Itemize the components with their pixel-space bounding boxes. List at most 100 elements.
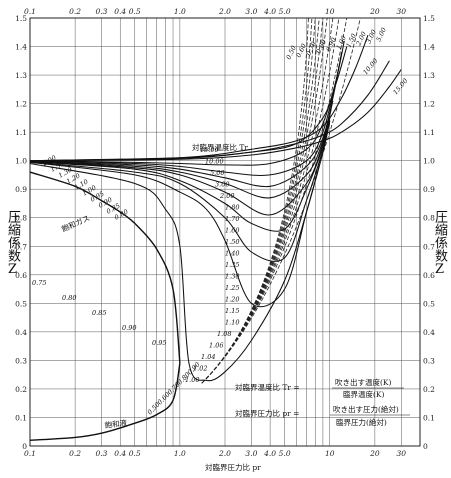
- curve-label-middle: 1.35: [225, 261, 239, 269]
- x-tick-label-top: 0.5: [129, 7, 141, 16]
- x-tick-label-bottom: 0.1: [24, 449, 36, 458]
- y-tick-label-left: 0.2: [15, 385, 27, 394]
- x-tick-label-bottom: 10: [325, 449, 335, 458]
- tr-definition-denominator: 臨界温度(K): [343, 389, 385, 399]
- tr-label: 対臨界温度比 Tr: [192, 142, 248, 152]
- y-tick-label-right: 0.2: [423, 385, 435, 394]
- x-tick-label-top: 4.0: [263, 7, 276, 16]
- x-tick-label-bottom: 3.0: [245, 449, 257, 458]
- x-tick-label-bottom: 20: [369, 449, 380, 458]
- y-tick-label-left: 0.6: [15, 271, 27, 280]
- x-tick-label-bottom: 30: [397, 449, 407, 458]
- x-tick-label-bottom: 0.2: [69, 449, 81, 458]
- y-tick-label-left: 1.2: [15, 100, 27, 109]
- x-tick-label-bottom: 1.0: [174, 449, 186, 458]
- x-tick-label-bottom: 4.0: [263, 449, 276, 458]
- curve-label-middle: 1.25: [225, 284, 239, 292]
- y-tick-label-left: 0: [22, 442, 27, 451]
- curve-label-middle: 1.06: [209, 342, 223, 350]
- x-tick-label-top: 0.4: [114, 7, 126, 16]
- y-tick-label-right: 0.3: [423, 356, 435, 365]
- y-tick-label-right: 0.1: [423, 413, 435, 422]
- curve-label-vertical: 0.75: [32, 279, 46, 287]
- y-tick-label-right: 0.5: [423, 299, 435, 308]
- curve-label-middle: 1.70: [225, 215, 239, 223]
- pr-definition-numerator: 吹き出す圧力(絶対): [333, 404, 399, 414]
- x-tick-label-bottom: 2.0: [218, 449, 231, 458]
- y-axis-label-left: 圧縮係数Z: [5, 210, 20, 277]
- y-tick-label-left: 0.1: [15, 413, 27, 422]
- curve-label-middle: 1.20: [225, 296, 239, 304]
- y-tick-label-left: 0.8: [15, 214, 27, 223]
- x-tick-label-top: 0.3: [96, 7, 108, 16]
- x-tick-label-top: 0.2: [69, 7, 81, 16]
- series-curve-1.80: [29, 52, 343, 176]
- plot-frame: [29, 17, 421, 447]
- y-axis-label-right: 圧縮係数Z: [432, 210, 447, 277]
- y-tick-label-right: 1.2: [423, 100, 435, 109]
- y-tick-label-left: 0.7: [15, 242, 27, 251]
- curve-label-middle: 10.00: [205, 158, 224, 166]
- curve-label-middle: 1.40: [225, 250, 239, 258]
- series-curve-1.50: [29, 100, 334, 199]
- curve-label-middle: 1.60: [225, 227, 239, 235]
- y-tick-label-left: 1.5: [15, 14, 27, 23]
- curve-label-dashed: 5.00: [375, 26, 388, 43]
- pr-definition-left: 対臨界圧力比 pr =: [235, 408, 299, 418]
- saturated-gas-label: 飽和ガス: [60, 212, 91, 233]
- tr-definition-left: 対臨界温度比 Tr =: [235, 382, 300, 392]
- curve-label-middle: 5.00: [210, 169, 224, 177]
- series-curve-15.00: [29, 69, 402, 162]
- y-tick-label-left: 1.3: [15, 71, 27, 80]
- y-tick-label-right: 0.9: [423, 185, 435, 194]
- y-tick-label-left: 1.1: [15, 128, 27, 137]
- x-tick-label-top: 3.0: [245, 7, 257, 16]
- y-tick-label-left: 0.3: [15, 356, 27, 365]
- y-tick-label-right: 0: [423, 442, 428, 451]
- x-tick-label-bottom: 0.3: [96, 449, 108, 458]
- curve-label-middle: 1.80: [225, 204, 239, 212]
- curve-label-middle: 1.15: [225, 307, 239, 315]
- series-curve-2.00: [29, 40, 345, 166]
- y-tick-label-right: 0.8: [423, 214, 435, 223]
- saturated-liquid-label: 飽和液: [104, 417, 128, 430]
- curve-label-vertical: 0.95: [152, 339, 166, 347]
- series-curve-1.20: [29, 117, 331, 262]
- curve-label-vertical: 0.80: [62, 294, 76, 302]
- curve-label-vertical: 0.85: [92, 309, 106, 317]
- y-tick-label-right: 0.6: [423, 271, 435, 280]
- x-tick-label-bottom: 0.4: [114, 449, 126, 458]
- curve-label-middle: 1.02: [193, 365, 207, 373]
- curve-label-middle: 1.30: [225, 273, 239, 281]
- curve-label-middle: 1.10: [225, 319, 239, 327]
- y-tick-label-right: 0.4: [423, 328, 435, 337]
- y-tick-label-left: 1.0: [15, 157, 27, 166]
- pr-definition-denominator: 臨界圧力(絶対): [336, 417, 387, 427]
- x-tick-label-top: 10: [325, 7, 335, 16]
- dashed-curve: [201, 17, 313, 384]
- x-tick-label-bottom: 5.0: [279, 449, 291, 458]
- series-curve-5.00: [29, 34, 369, 162]
- curve-label-middle: 1.08: [217, 330, 231, 338]
- curve-label-middle: 1.00: [185, 376, 199, 384]
- x-tick-label-top: 1.0: [174, 7, 186, 16]
- dashed-curve: [201, 17, 340, 384]
- series-curve-飽和液: [29, 363, 181, 441]
- curve-label-middle: 15.00: [200, 146, 219, 154]
- y-tick-label-right: 1.5: [423, 14, 435, 23]
- y-tick-label-right: 0.7: [423, 242, 435, 251]
- x-tick-label-top: 20: [369, 7, 380, 16]
- series-curve-1.30: [29, 114, 331, 232]
- y-tick-label-left: 0.5: [15, 299, 27, 308]
- tr-definition-numerator: 吹き出す温度(K): [335, 377, 392, 387]
- curve-label-middle: 1.50: [225, 238, 239, 246]
- dashed-curve: [201, 17, 361, 384]
- curve-label-middle: 3.00: [215, 181, 229, 189]
- x-tick-label-top: 5.0: [279, 7, 291, 16]
- curve-label-top: 10.00: [361, 57, 379, 76]
- dashed-curve: [201, 17, 334, 384]
- curve-label-vertical: 0.90: [122, 324, 136, 332]
- x-axis-label: 対臨界圧力比 pr: [205, 462, 261, 472]
- y-tick-label-left: 0.9: [15, 185, 27, 194]
